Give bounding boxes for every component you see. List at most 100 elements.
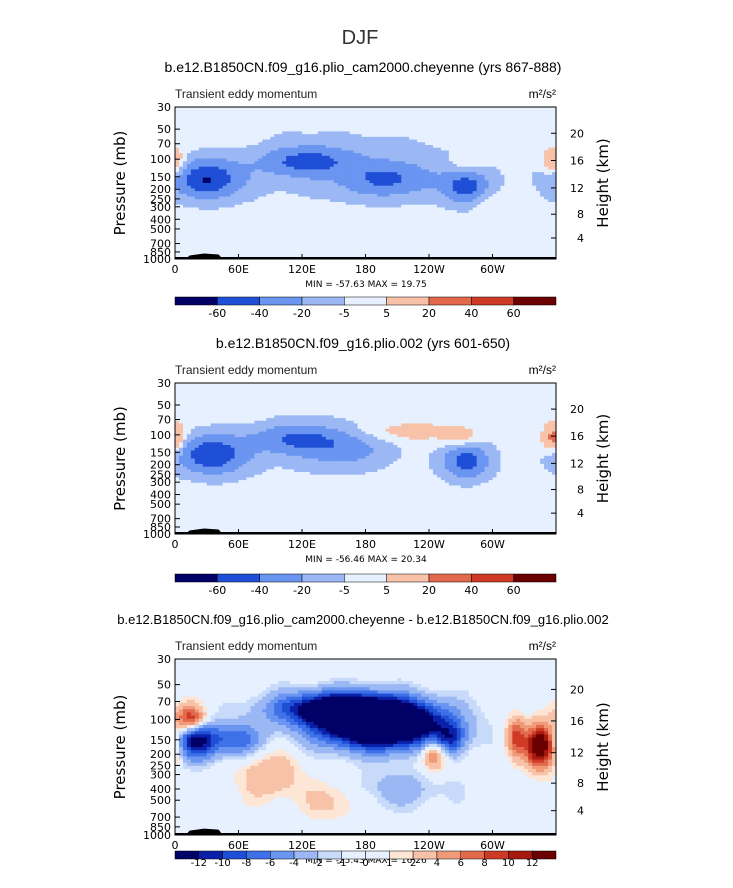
- heatmap-cell: [377, 234, 382, 238]
- heatmap-cell: [226, 134, 232, 138]
- heatmap-cell: [345, 164, 351, 168]
- heatmap-cell: [500, 117, 506, 122]
- heatmap-cell: [175, 155, 180, 160]
- heatmap-cell: [258, 155, 263, 160]
- heatmap-cell: [524, 204, 529, 209]
- heatmap-cell: [540, 117, 545, 122]
- heatmap-cell: [540, 226, 545, 230]
- heatmap-cell: [452, 150, 458, 154]
- heatmap-cell: [286, 139, 291, 143]
- heatmap-cell: [436, 115, 442, 119]
- heatmap-cell: [242, 240, 248, 244]
- heatmap-cell: [500, 204, 506, 209]
- heatmap-cell: [198, 166, 204, 171]
- heatmap-cell: [182, 199, 188, 203]
- heatmap-cell: [230, 134, 236, 138]
- heatmap-cell: [385, 136, 390, 141]
- heatmap-cell: [246, 196, 252, 200]
- heatmap-cell: [429, 153, 434, 157]
- heatmap-cell: [421, 158, 426, 162]
- heatmap-cell: [369, 107, 375, 111]
- heatmap-cell: [456, 155, 462, 160]
- heatmap-cell: [294, 158, 299, 162]
- heatmap-cell: [317, 174, 323, 179]
- heatmap-cell: [242, 155, 248, 160]
- heatmap-cell: [536, 117, 541, 122]
- heatmap-cell: [305, 153, 311, 157]
- heatmap-cell: [413, 166, 418, 171]
- heatmap-cell: [286, 204, 291, 209]
- heatmap-cell: [397, 177, 402, 181]
- heatmap-cell: [417, 136, 422, 141]
- heatmap-cell: [258, 120, 263, 124]
- heatmap-cell: [210, 164, 216, 168]
- heatmap-cell: [421, 131, 426, 135]
- heatmap-cell: [401, 123, 406, 127]
- heatmap-cell: [385, 207, 390, 211]
- heatmap-cell: [520, 231, 525, 236]
- heatmap-cell: [182, 218, 188, 222]
- heatmap-cell: [341, 112, 347, 116]
- heatmap-cell: [472, 172, 478, 176]
- heatmap-cell: [266, 218, 271, 222]
- heatmap-cell: [413, 196, 418, 200]
- heatmap-cell: [393, 245, 398, 249]
- heatmap-cell: [202, 221, 208, 225]
- heatmap-cell: [421, 150, 426, 154]
- heatmap-cell: [202, 131, 208, 135]
- heatmap-cell: [472, 231, 478, 236]
- heatmap-cell: [286, 117, 291, 122]
- heatmap-cell: [385, 245, 390, 249]
- heatmap-cell: [452, 231, 458, 236]
- heatmap-cell: [524, 207, 529, 211]
- heatmap-cell: [512, 212, 517, 217]
- heatmap-cell: [345, 196, 351, 200]
- heatmap-cell: [282, 164, 287, 168]
- heatmap-cell: [397, 221, 402, 225]
- heatmap-cell: [448, 142, 454, 146]
- heatmap-cell: [421, 172, 426, 176]
- heatmap-cell: [401, 109, 406, 114]
- heatmap-cell: [182, 164, 188, 168]
- heatmap-cell: [532, 169, 537, 173]
- heatmap-cell: [440, 155, 446, 160]
- heatmap-cell: [278, 174, 283, 179]
- heatmap-cell: [389, 174, 394, 179]
- heatmap-cell: [373, 115, 379, 119]
- heatmap-cell: [444, 237, 450, 241]
- heatmap-cell: [540, 107, 545, 111]
- heatmap-cell: [186, 185, 192, 190]
- heatmap-cell: [524, 196, 529, 200]
- heatmap-cell: [377, 123, 382, 127]
- heatmap-cell: [218, 223, 224, 228]
- heatmap-cell: [218, 221, 224, 225]
- heatmap-cell: [302, 188, 307, 192]
- heatmap-cell: [175, 183, 180, 187]
- heatmap-cell: [270, 237, 275, 241]
- heatmap-cell: [182, 193, 188, 198]
- heatmap-cell: [302, 131, 307, 135]
- heatmap-cell: [266, 207, 271, 211]
- heatmap-cell: [290, 212, 295, 217]
- heatmap-cell: [286, 231, 291, 236]
- heatmap-cell: [409, 207, 414, 211]
- heatmap-cell: [496, 196, 502, 200]
- heatmap-cell: [361, 199, 367, 203]
- heatmap-cell: [333, 218, 339, 222]
- heatmap-cell: [202, 128, 208, 133]
- heatmap-cell: [218, 109, 224, 114]
- heatmap-cell: [361, 234, 367, 238]
- heatmap-cell: [175, 231, 180, 236]
- heatmap-cell: [186, 131, 192, 135]
- heatmap-cell: [230, 136, 236, 141]
- heatmap-cell: [369, 109, 375, 114]
- heatmap-cell: [357, 202, 363, 206]
- heatmap-cell: [254, 134, 259, 138]
- heatmap-cell: [520, 142, 525, 146]
- heatmap-cell: [321, 204, 327, 209]
- heatmap-cell: [190, 231, 196, 236]
- heatmap-cell: [294, 193, 299, 198]
- heatmap-cell: [472, 237, 478, 241]
- heatmap-cell: [520, 139, 525, 143]
- heatmap-cell: [226, 188, 232, 192]
